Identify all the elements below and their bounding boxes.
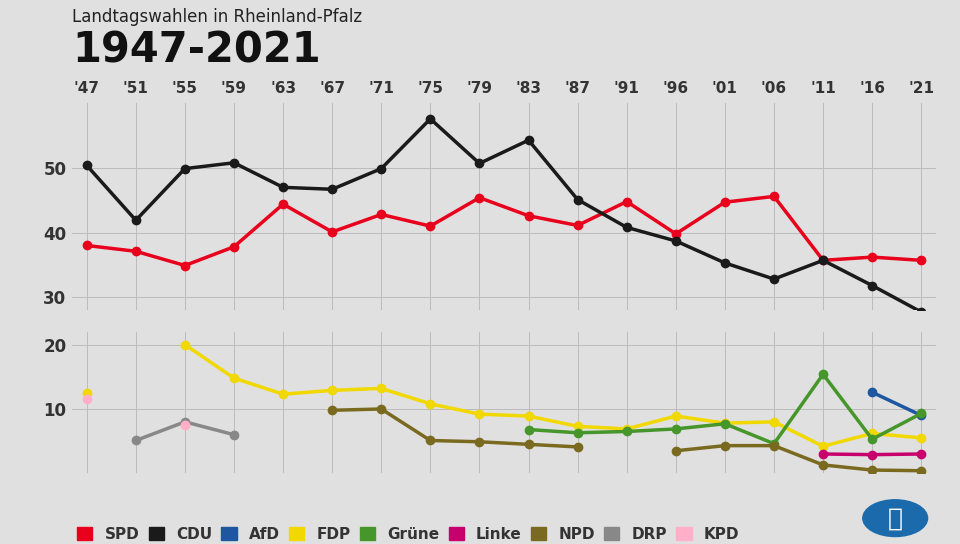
Circle shape [863, 500, 927, 536]
Text: Ⓐ: Ⓐ [888, 506, 902, 530]
Text: Landtagswahlen in Rheinland-Pfalz: Landtagswahlen in Rheinland-Pfalz [72, 8, 362, 26]
Text: 1947-2021: 1947-2021 [72, 30, 321, 72]
Legend: SPD, CDU, AfD, FDP, Grüne, Linke, NPD, DRP, KPD: SPD, CDU, AfD, FDP, Grüne, Linke, NPD, D… [71, 521, 745, 544]
